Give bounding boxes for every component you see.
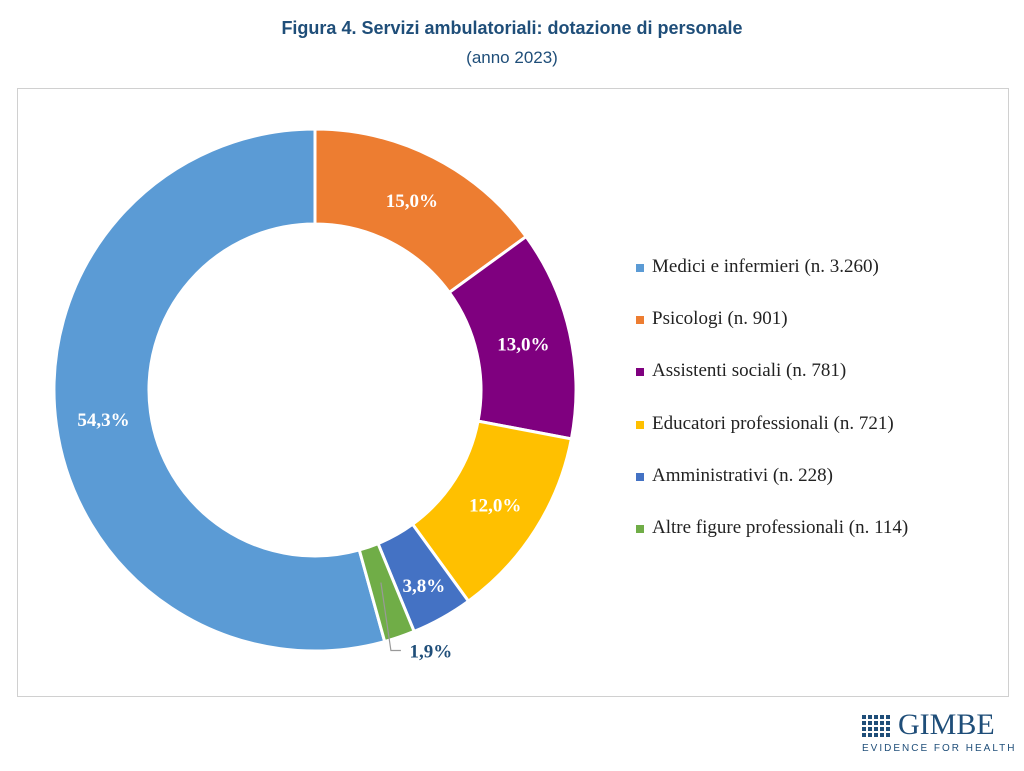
legend-item: Educatori professionali (n. 721): [636, 413, 908, 465]
legend-item: Assistenti sociali (n. 781): [636, 360, 908, 412]
chart-title: Figura 4. Servizi ambulatoriali: dotazio…: [281, 18, 743, 38]
legend-item: Altre figure professionali (n. 114): [636, 517, 908, 569]
gimbe-logo: GIMBE EVIDENCE FOR HEALTH: [862, 708, 1017, 754]
data-label: 15,0%: [386, 191, 438, 212]
legend: Medici e infermieri (n. 3.260) Psicologi …: [636, 256, 908, 569]
legend-label: Altre figure professionali (n. 114): [652, 516, 909, 538]
legend-swatch: [636, 264, 644, 272]
chart-frame: [17, 88, 1009, 697]
donut-slice: [357, 541, 417, 644]
legend-label: Assistenti sociali (n. 781): [652, 360, 847, 382]
leader-line: [380, 582, 401, 652]
legend-item: Psicologi (n. 901): [636, 308, 908, 360]
donut-slice: [52, 127, 387, 653]
legend-swatch: [636, 420, 644, 429]
legend-item: Amministrativi (n. 228): [636, 465, 908, 517]
data-label: 1,9%: [410, 642, 453, 663]
legend-swatch: [636, 368, 644, 377]
legend-label: Amministrativi (n. 228): [652, 464, 834, 486]
legend-label: Medici e infermieri (n. 3.260): [652, 256, 879, 277]
legend-swatch: [636, 524, 644, 533]
data-label: 12,0%: [469, 495, 521, 516]
legend-swatch: [636, 316, 644, 325]
legend-item: Medici e infermieri (n. 3.260): [636, 256, 908, 308]
data-label: 13,0%: [497, 334, 549, 355]
data-label: 54,3%: [77, 410, 129, 431]
legend-swatch: [636, 472, 644, 481]
logo-grid-icon: [862, 713, 890, 737]
chart-subtitle: (anno 2023): [466, 48, 558, 67]
legend-label: Psicologi (n. 901): [652, 308, 788, 330]
legend-label: Educatori professionali (n. 721): [652, 412, 894, 434]
data-label: 3,8%: [403, 576, 446, 597]
